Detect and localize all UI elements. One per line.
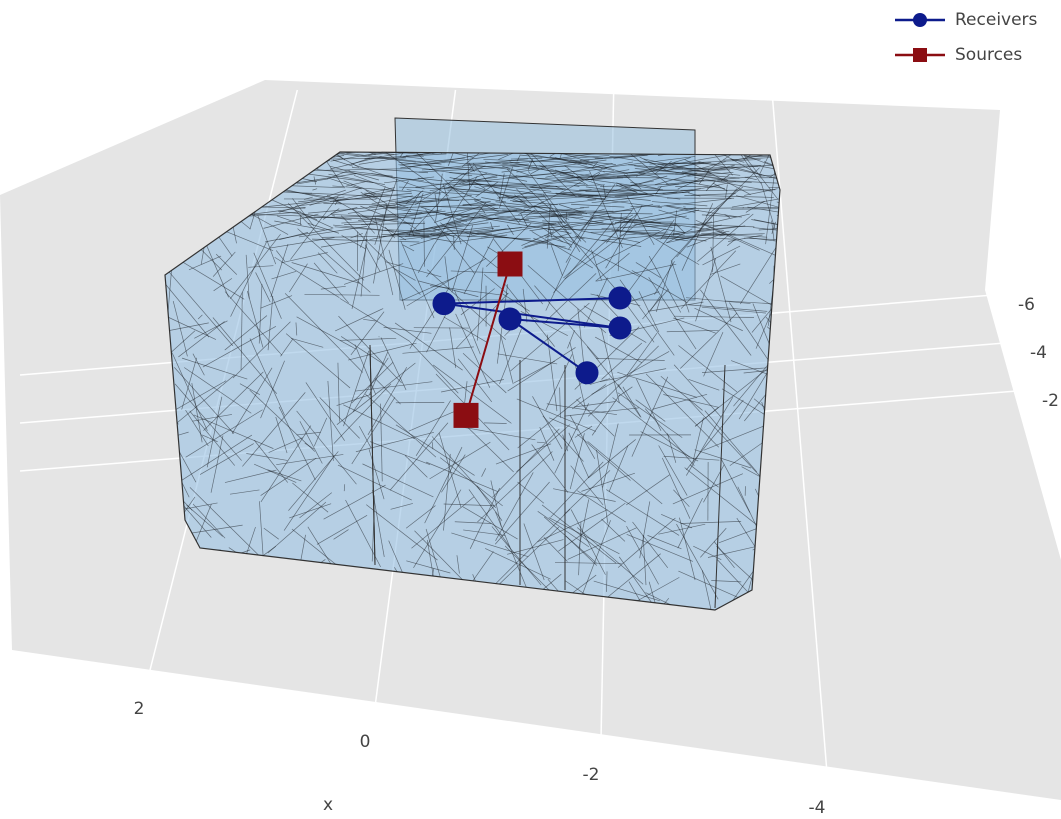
source-marker [498,252,522,276]
legend-marker [913,13,927,27]
mesh-edge [743,207,744,208]
legend-marker [913,48,927,62]
legend-label: Sources [955,45,1022,65]
receiver-marker [433,293,455,315]
y-tick-label: -2 [1042,391,1059,411]
y-tick-label: -4 [1030,343,1047,363]
source-marker [454,403,478,427]
chart: x Receivers Sources 2 0 -2 -4 -6 -4 -2 [0,0,1061,819]
x-tick-label: -2 [583,765,600,785]
y-tick-label: -6 [1018,295,1035,315]
receiver-marker [609,287,631,309]
x-axis-title: x [323,795,333,815]
receiver-marker [609,317,631,339]
receiver-marker [499,308,521,330]
x-tick-label: 2 [134,699,145,719]
x-tick-label: -4 [809,798,826,818]
legend-label: Receivers [955,10,1038,30]
receiver-marker [576,362,598,384]
legend: Receivers Sources [895,10,1038,65]
x-tick-label: 0 [360,732,371,752]
page: {"chart_data": {"type": "scatter3d", "xl… [0,0,1061,819]
